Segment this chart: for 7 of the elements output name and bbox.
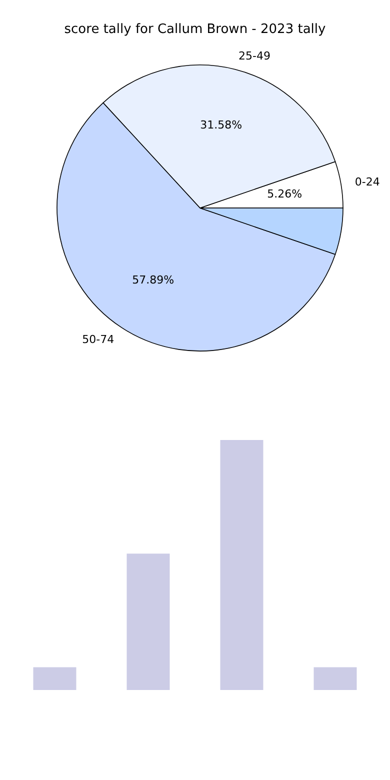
data-label: 57.89%: [132, 273, 174, 286]
slice-label: 50-74: [82, 332, 114, 346]
chart-title: score tally for Callum Brown - 2023 tally: [63, 22, 327, 37]
data-label: 31.58%: [200, 118, 242, 132]
data-label: 5.26%: [267, 187, 302, 200]
slice-label: 25-49: [238, 49, 271, 62]
slice-label: 0-24: [354, 176, 380, 189]
